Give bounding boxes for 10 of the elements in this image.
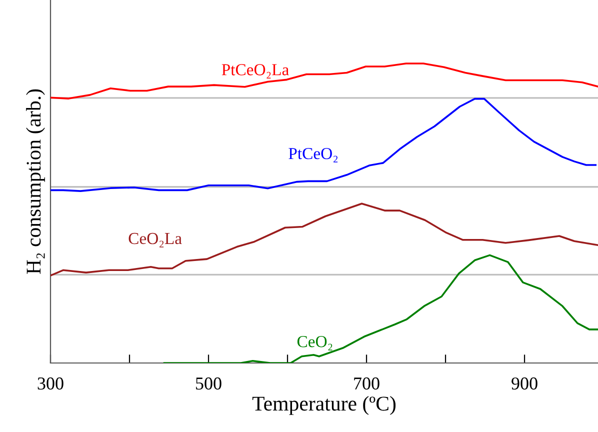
x-tick-label: 500 [196, 377, 222, 390]
x-tick-label: 900 [512, 377, 538, 390]
y-axis-title: H₂ consumption (arb.) [26, 89, 45, 274]
series-label: PtCeO₂La [222, 64, 289, 79]
series-label: CeO₂ [297, 336, 332, 350]
x-axis-title: Temperature (ºC) [252, 396, 396, 415]
series-label: CeO₂La [128, 232, 182, 248]
x-tick-label: 700 [354, 377, 380, 390]
x-tick-label: 300 [38, 377, 64, 390]
series-label: PtCeO₂ [288, 148, 338, 162]
